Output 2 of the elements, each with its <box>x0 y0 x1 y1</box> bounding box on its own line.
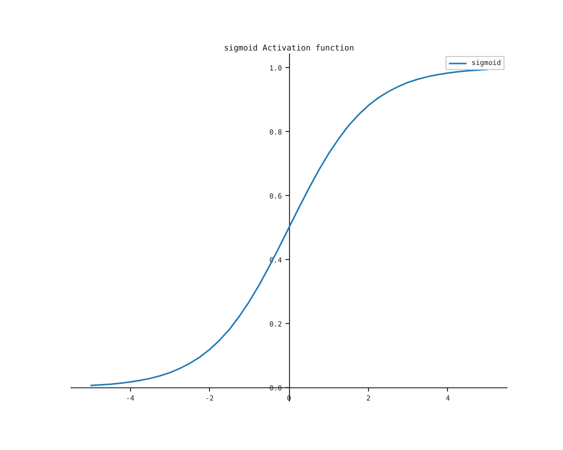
line-series <box>90 68 488 386</box>
chart-title: sigmoid Activation function <box>224 44 354 52</box>
